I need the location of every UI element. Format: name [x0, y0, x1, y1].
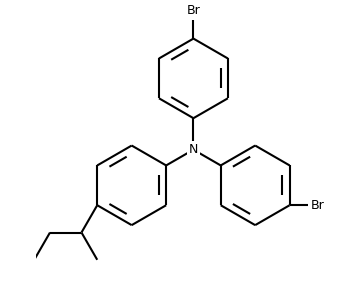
Text: Br: Br: [186, 4, 200, 17]
Text: Br: Br: [311, 199, 325, 212]
Text: N: N: [189, 143, 198, 156]
